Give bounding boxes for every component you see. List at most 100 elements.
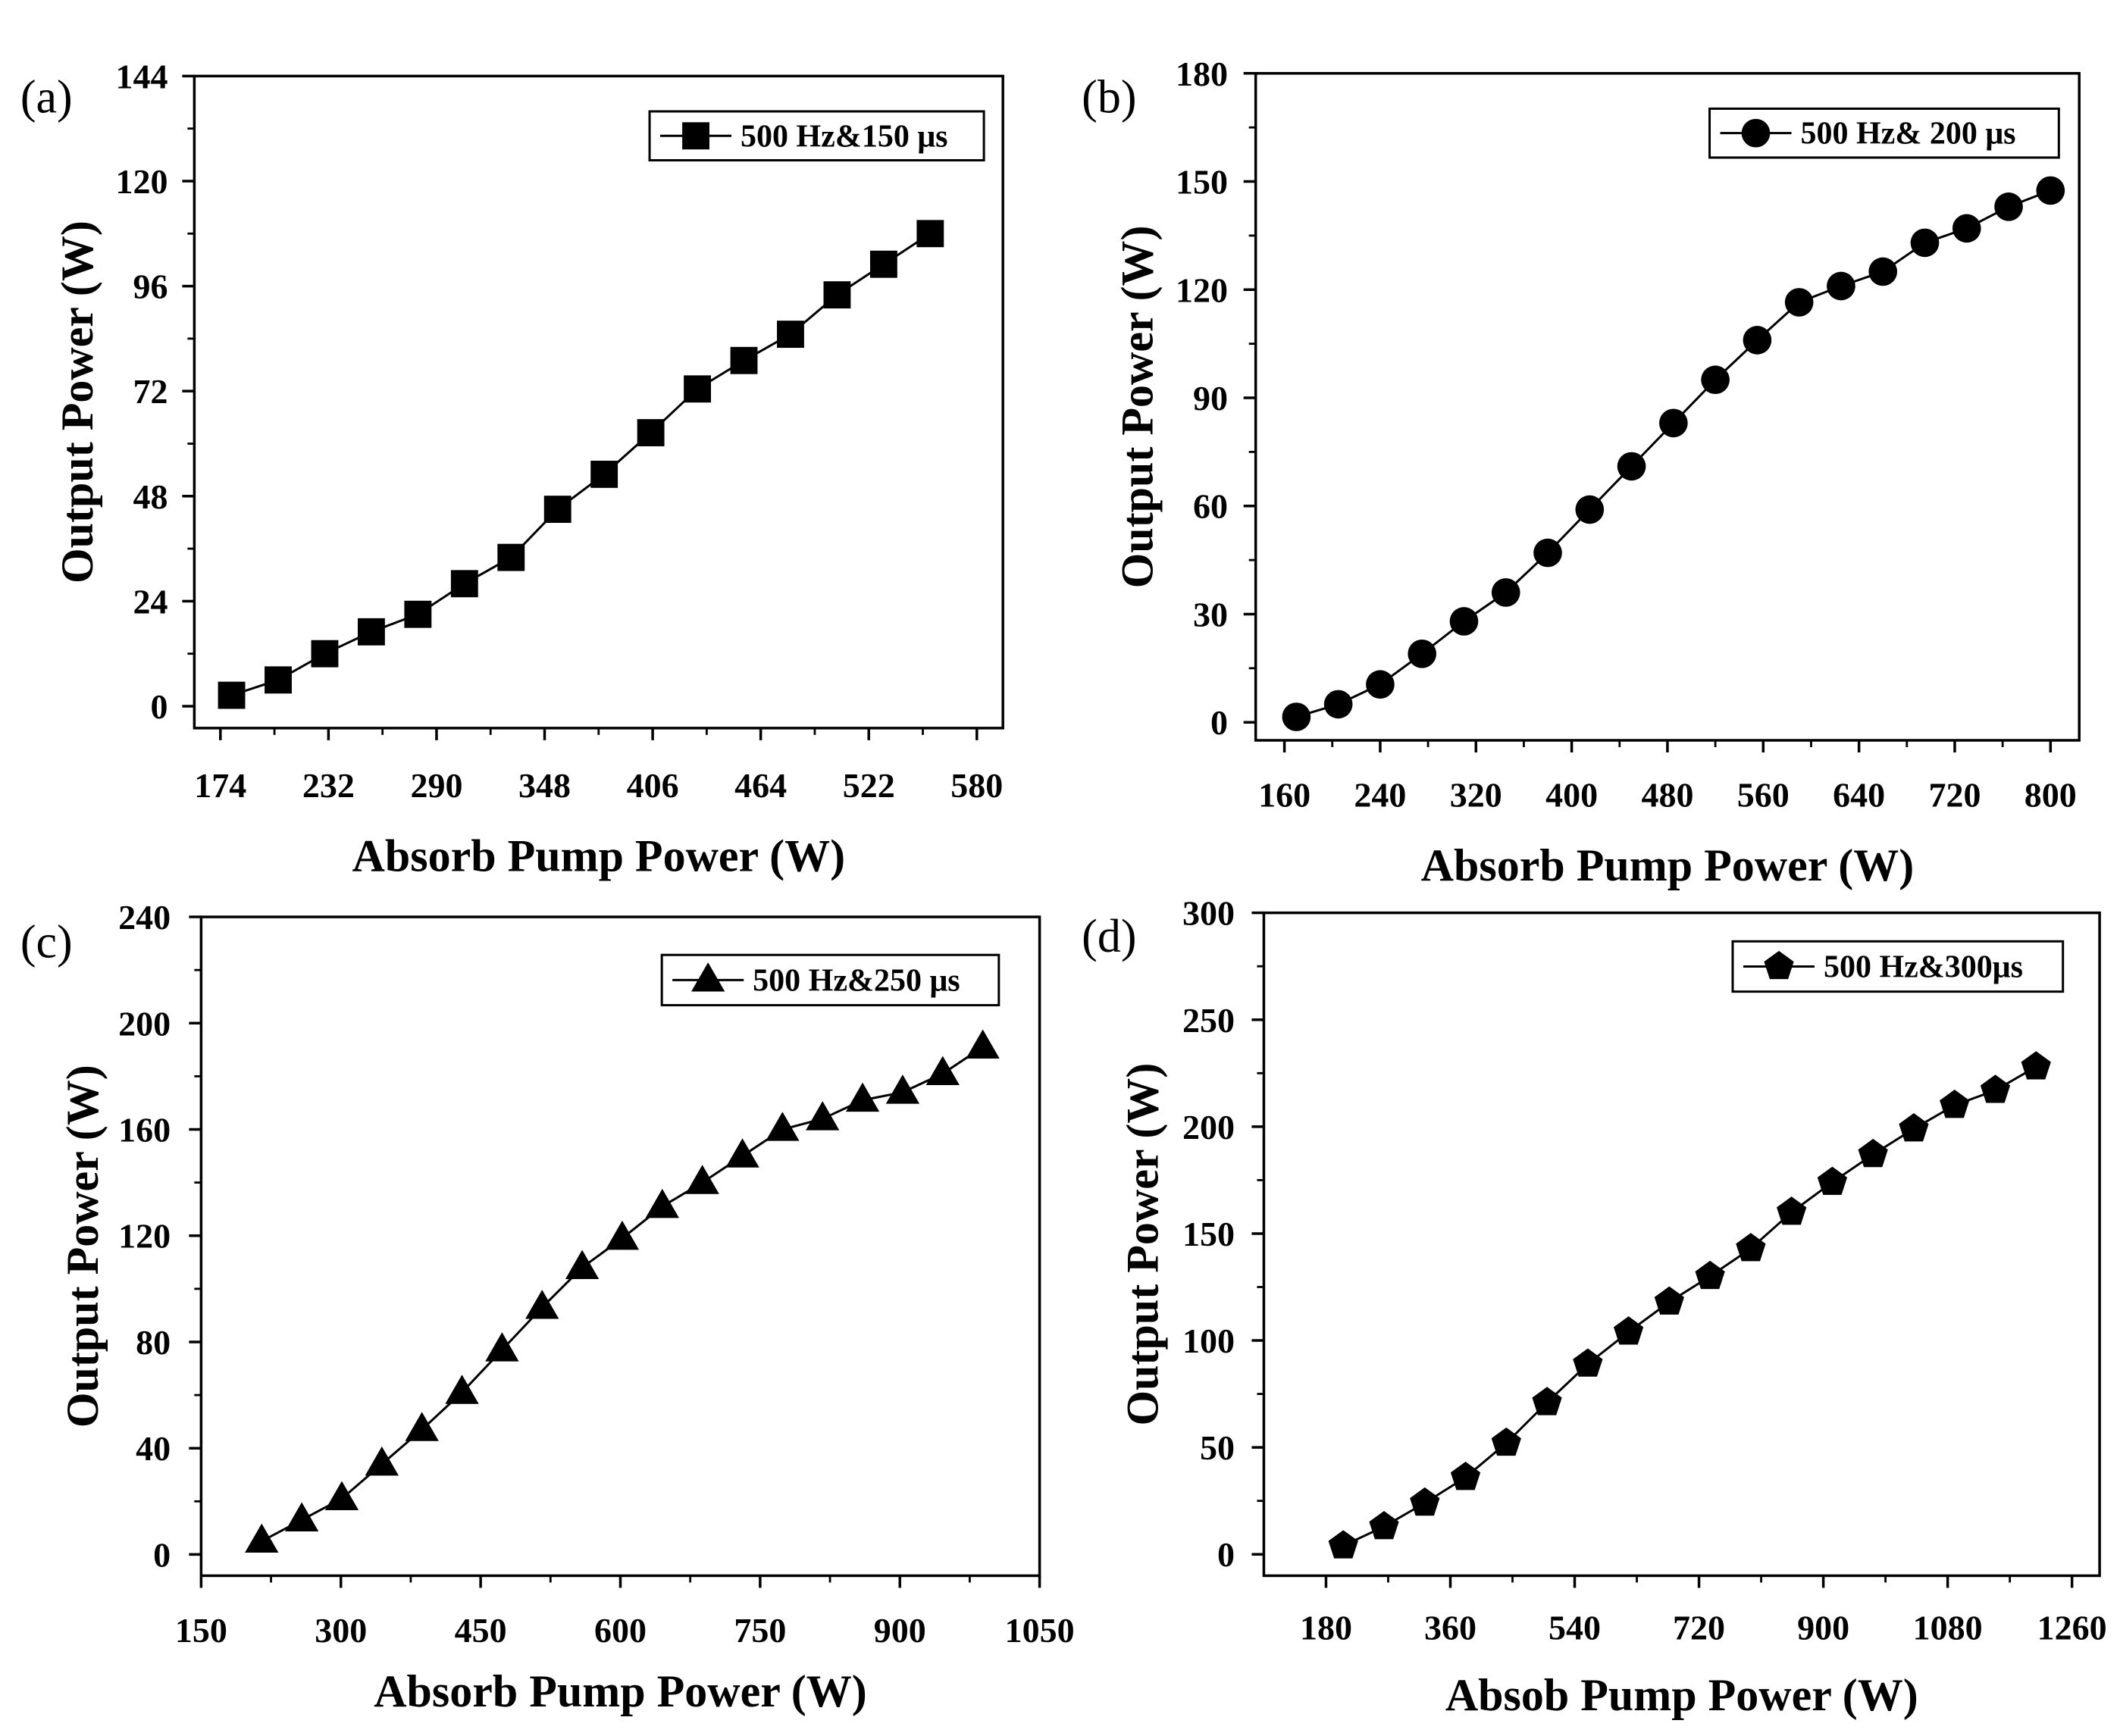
y-tick-label-d: 150	[1182, 1215, 1235, 1253]
y-tick-label-c: 80	[136, 1323, 171, 1362]
data-point-b	[1617, 452, 1646, 481]
y-tick-label-b: 120	[1176, 271, 1228, 309]
y-tick-label-b: 60	[1193, 487, 1228, 526]
x-tick-label-d: 180	[1300, 1609, 1352, 1647]
x-tick-label-b: 160	[1258, 776, 1311, 815]
data-point-c	[925, 1056, 960, 1086]
x-tick-label-c: 450	[455, 1611, 507, 1650]
data-point-b	[1701, 365, 1730, 395]
data-point-d	[1450, 1462, 1481, 1490]
series-line-a	[231, 233, 932, 696]
data-point-d	[1654, 1286, 1684, 1315]
y-tick-label-c: 0	[153, 1535, 171, 1574]
x-tick-label-d: 900	[1797, 1609, 1849, 1647]
data-point-a	[684, 375, 712, 403]
data-point-a	[730, 346, 758, 374]
x-tick-label-c: 900	[874, 1611, 926, 1650]
x-tick-label-a: 174	[194, 766, 246, 805]
data-point-a	[543, 496, 571, 524]
data-point-d	[1817, 1166, 1848, 1195]
x-tick-label-b: 720	[1928, 776, 1981, 815]
y-tick-label-b: 150	[1176, 163, 1228, 202]
data-point-b	[1743, 326, 1772, 355]
series-line-d	[1342, 1065, 2037, 1547]
data-point-c	[245, 1523, 279, 1553]
y-axis-title-d: Output Power (W)	[1118, 1063, 1168, 1426]
data-point-b	[1408, 639, 1437, 668]
y-tick-label-b: 90	[1193, 379, 1228, 418]
y-tick-label-b: 180	[1176, 55, 1228, 93]
x-tick-label-d: 540	[1549, 1609, 1601, 1647]
legend-marker-c	[691, 962, 725, 992]
data-point-d	[1491, 1427, 1521, 1456]
x-axis-title-a: Absorb Pump Power (W)	[352, 830, 846, 881]
y-tick-label-a: 96	[133, 267, 168, 306]
data-point-a	[450, 570, 478, 598]
data-point-c	[685, 1165, 719, 1194]
x-tick-label-b: 800	[2024, 776, 2077, 815]
x-tick-label-b: 240	[1354, 776, 1406, 815]
data-point-c	[445, 1375, 479, 1404]
data-point-d	[1736, 1233, 1766, 1262]
x-tick-label-a: 464	[734, 766, 787, 805]
y-tick-label-b: 30	[1193, 595, 1228, 633]
chart-panel-b: (b) 160 240 320 400 480 560 640 720 800 0 30 60 90 120…	[1082, 55, 2081, 890]
data-point-c	[845, 1082, 880, 1112]
x-tick-label-c: 150	[175, 1611, 227, 1650]
data-point-b	[1449, 607, 1479, 636]
data-point-c	[284, 1502, 319, 1531]
data-point-b	[1659, 408, 1688, 438]
data-point-d	[1573, 1348, 1603, 1377]
y-tick-label-a: 120	[115, 162, 168, 201]
x-tick-label-a: 406	[627, 766, 679, 805]
x-tick-label-d: 720	[1673, 1609, 1725, 1647]
data-point-b	[1868, 257, 1898, 286]
plot-frame-d	[1262, 911, 2101, 1578]
y-tick-label-c: 40	[136, 1429, 171, 1468]
panel-label-c: (c)	[20, 916, 73, 968]
x-tick-label-b: 480	[1641, 776, 1693, 815]
legend-label-b: 500 Hz& 200 μs	[1801, 117, 2016, 152]
chart-panel-c: (c) 150 300 450 600 750 900 1050 0 40 80 120 160 200 2…	[20, 898, 1075, 1716]
data-point-c	[525, 1290, 559, 1319]
legend-marker-b	[1741, 118, 1771, 148]
x-tick-label-b: 400	[1545, 776, 1598, 815]
y-tick-label-c: 240	[118, 898, 171, 937]
data-point-c	[885, 1074, 920, 1104]
x-tick-label-d: 1260	[2037, 1609, 2107, 1647]
legend-label-d: 500 Hz&300μs	[1824, 949, 2023, 984]
data-point-d	[1532, 1387, 1562, 1415]
data-point-b	[1323, 690, 1353, 719]
data-point-d	[1940, 1090, 1970, 1118]
data-point-b	[1827, 271, 1855, 301]
legend-marker-d	[1764, 950, 1794, 980]
series-line-c	[261, 1046, 984, 1543]
y-tick-label-d: 50	[1200, 1428, 1235, 1467]
data-point-c	[405, 1412, 439, 1441]
data-point-b	[1491, 578, 1520, 607]
data-point-c	[725, 1138, 759, 1168]
data-point-a	[637, 419, 665, 446]
data-point-b	[1533, 538, 1562, 568]
data-point-a	[823, 281, 851, 309]
data-point-d	[1410, 1487, 1440, 1516]
data-point-a	[357, 618, 385, 646]
panel-label-a: (a)	[20, 71, 73, 123]
data-point-b	[1952, 214, 1981, 243]
data-point-b	[1910, 228, 1940, 258]
x-tick-label-d: 1080	[1913, 1609, 1983, 1647]
x-axis-title-d: Absob Pump Power (W)	[1445, 1670, 1918, 1720]
data-point-c	[766, 1112, 800, 1141]
data-point-b	[2036, 176, 2065, 205]
data-point-a	[218, 681, 246, 709]
y-tick-label-a: 72	[133, 372, 168, 411]
y-tick-label-a: 144	[115, 57, 168, 95]
y-tick-label-a: 48	[133, 477, 168, 516]
x-tick-label-c: 1050	[1005, 1611, 1075, 1650]
x-tick-label-d: 360	[1424, 1609, 1476, 1647]
data-point-c	[324, 1481, 359, 1510]
legend-marker-a	[682, 122, 709, 150]
y-axis-title-b: Output Power (W)	[1112, 225, 1162, 588]
y-tick-label-a: 0	[150, 687, 168, 726]
